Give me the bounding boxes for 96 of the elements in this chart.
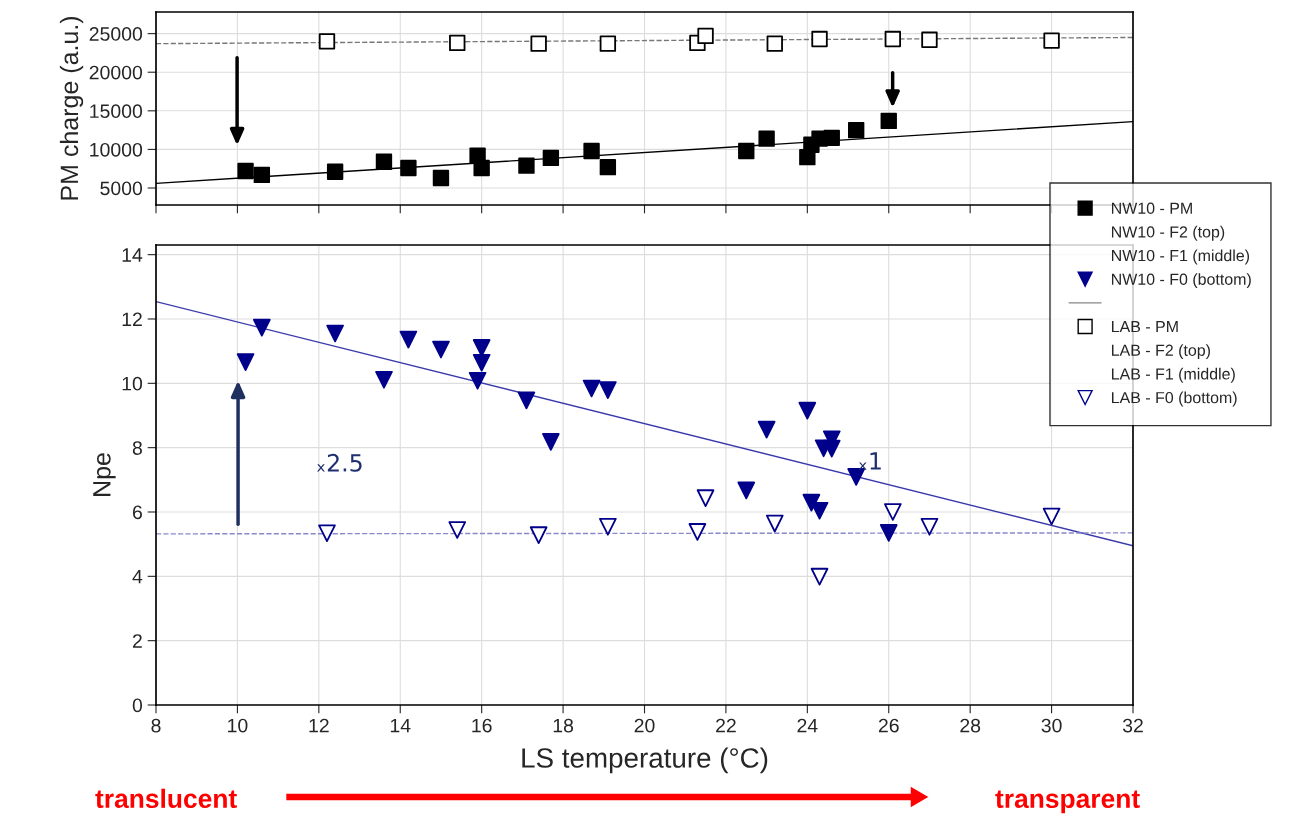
point xyxy=(318,524,336,543)
x-tick-label: 16 xyxy=(472,718,492,733)
point xyxy=(921,31,938,48)
x-tick-label: 32 xyxy=(1122,718,1143,733)
x-tick-label: 30 xyxy=(1041,718,1062,733)
point xyxy=(400,159,417,177)
text: translucent xyxy=(95,788,237,809)
point xyxy=(237,162,254,180)
point xyxy=(847,121,865,139)
x-tick-label: 8 xyxy=(151,718,161,733)
point xyxy=(375,153,393,170)
point xyxy=(318,33,336,50)
point xyxy=(599,517,617,536)
y-tick-label: 6 xyxy=(132,505,142,520)
y-tick-label: 5000 xyxy=(100,181,143,196)
point xyxy=(823,129,840,147)
x-tick-label: 28 xyxy=(960,718,981,733)
point xyxy=(517,391,536,410)
legend-label: NW10 - F0 (bottom) xyxy=(1111,273,1251,289)
y-axis-title: PM charge (a.u.) xyxy=(59,16,84,200)
legend-label: NW10 - PM xyxy=(1111,202,1192,214)
point xyxy=(766,35,783,52)
legend-label: LAB - PM xyxy=(1111,321,1178,333)
x-tick-label: 22 xyxy=(716,718,736,733)
point xyxy=(884,30,902,48)
point xyxy=(822,439,841,458)
point xyxy=(468,371,487,390)
legend-label: NW10 - F1 (middle) xyxy=(1111,249,1250,265)
point xyxy=(582,379,601,398)
point xyxy=(326,324,344,343)
point xyxy=(696,489,715,507)
point xyxy=(530,35,547,52)
point xyxy=(399,330,418,349)
point xyxy=(758,130,775,147)
point xyxy=(472,353,491,372)
point xyxy=(375,370,393,389)
point xyxy=(688,523,707,541)
x-tick-label: 12 xyxy=(309,718,329,733)
point xyxy=(880,112,897,130)
x-tick-label: 20 xyxy=(634,718,655,733)
x-tick-label: 10 xyxy=(228,718,248,733)
point xyxy=(847,468,866,486)
point xyxy=(879,524,898,542)
y-tick-label: 4 xyxy=(132,570,143,584)
y-tick-label: 0 xyxy=(132,698,143,713)
point xyxy=(542,433,560,451)
point xyxy=(883,503,902,521)
x-tick-label: 18 xyxy=(553,718,574,733)
point xyxy=(1042,507,1061,526)
legend-label: LAB - F0 (bottom) xyxy=(1111,391,1237,407)
y-tick-label: 10 xyxy=(122,376,143,391)
point xyxy=(448,521,467,539)
point xyxy=(253,166,271,184)
y-tick-label: 10000 xyxy=(90,142,143,157)
y-tick-label: 20000 xyxy=(89,65,143,80)
text: transparent xyxy=(995,790,1140,814)
point xyxy=(326,163,344,180)
y-tick-label: 2 xyxy=(132,634,142,648)
y-tick-label: 15000 xyxy=(90,104,143,119)
point xyxy=(765,514,784,533)
point xyxy=(529,526,548,544)
point xyxy=(542,149,560,167)
point xyxy=(920,517,939,536)
point xyxy=(738,142,755,160)
x-axis-title: LS temperature (°C) xyxy=(522,747,768,774)
point xyxy=(236,353,255,371)
point xyxy=(811,30,828,48)
point xyxy=(798,401,817,420)
annotation: ₓ2.5 xyxy=(317,453,362,472)
point xyxy=(599,35,617,52)
legend-label: LAB - F1 (middle) xyxy=(1111,367,1235,383)
point xyxy=(473,159,490,177)
point xyxy=(810,567,829,586)
point xyxy=(599,158,617,176)
x-tick-label: 24 xyxy=(797,718,818,733)
x-tick-label: 14 xyxy=(390,718,411,733)
point xyxy=(737,481,756,500)
y-tick-label: 25000 xyxy=(89,27,143,41)
point xyxy=(253,318,271,337)
y-axis-title: Npe xyxy=(93,453,116,496)
y-tick-label: 8 xyxy=(132,441,142,455)
annotation: ₓ1 xyxy=(858,452,881,470)
legend-label: NW10 - F2 (top) xyxy=(1111,225,1225,241)
legend-label: LAB - F2 (top) xyxy=(1111,344,1210,360)
x-tick-label: 26 xyxy=(878,718,899,733)
point xyxy=(599,381,617,399)
point xyxy=(1043,32,1060,49)
point xyxy=(432,169,450,187)
point xyxy=(583,142,600,160)
point xyxy=(518,157,535,174)
point xyxy=(432,340,450,359)
point xyxy=(449,34,466,52)
y-tick-label: 14 xyxy=(122,248,143,262)
point xyxy=(697,27,714,45)
point xyxy=(757,420,776,439)
y-tick-label: 12 xyxy=(122,312,142,327)
